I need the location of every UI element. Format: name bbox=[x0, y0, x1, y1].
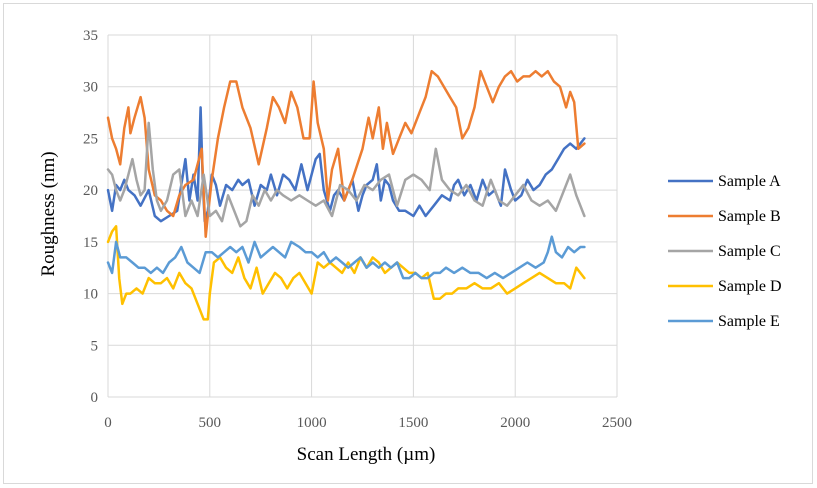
x-axis-title: Scan Length (µm) bbox=[297, 444, 436, 465]
series-line-sample-e bbox=[106, 235, 586, 280]
y-tick-label: 35 bbox=[83, 28, 98, 44]
series-line-sample-b bbox=[106, 69, 586, 238]
series-lines bbox=[106, 69, 586, 321]
chart-frame: 0 5 10 15 20 25 30 35 0 500 1000 1500 2000 2500 Scan… bbox=[3, 3, 813, 484]
y-tick-label: 30 bbox=[83, 80, 98, 96]
y-tick-label: 20 bbox=[83, 183, 98, 199]
y-axis-ticks: 0 5 10 15 20 25 30 35 bbox=[83, 28, 98, 406]
legend-label: Sample A bbox=[718, 173, 781, 190]
legend-label: Sample D bbox=[718, 278, 782, 295]
y-tick-label: 25 bbox=[83, 131, 98, 147]
x-tick-label: 500 bbox=[199, 415, 222, 431]
y-tick-label: 5 bbox=[91, 338, 99, 354]
x-tick-label: 0 bbox=[104, 415, 112, 431]
y-tick-label: 15 bbox=[83, 235, 98, 251]
legend-label: Sample E bbox=[718, 313, 780, 330]
x-axis-ticks: 0 500 1000 1500 2000 2500 bbox=[104, 415, 632, 431]
legend: Sample A Sample B Sample C Sample D Sample E bbox=[668, 173, 782, 330]
y-axis-title: Roughness (nm) bbox=[38, 151, 59, 276]
legend-label: Sample B bbox=[718, 208, 781, 225]
y-tick-label: 0 bbox=[91, 390, 99, 406]
line-chart: 0 5 10 15 20 25 30 35 0 500 1000 1500 2000 2500 Scan… bbox=[38, 28, 782, 465]
series-line-sample-c bbox=[106, 121, 586, 228]
x-tick-label: 2500 bbox=[602, 415, 632, 431]
x-tick-label: 1500 bbox=[398, 415, 428, 431]
x-tick-label: 2000 bbox=[500, 415, 530, 431]
series-line-sample-a bbox=[106, 106, 586, 223]
x-tick-label: 1000 bbox=[297, 415, 327, 431]
series-line-sample-d bbox=[106, 225, 586, 321]
legend-label: Sample C bbox=[718, 243, 781, 260]
y-tick-label: 10 bbox=[83, 287, 98, 303]
